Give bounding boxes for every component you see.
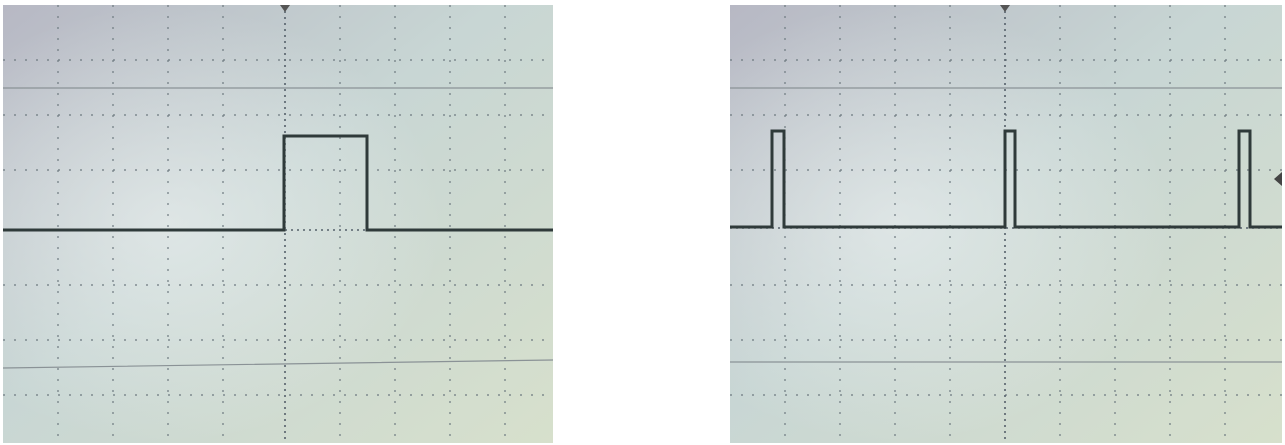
scope-screen-right	[730, 5, 1282, 443]
scope-screen-left	[3, 5, 553, 443]
screen-glare	[3, 5, 553, 443]
